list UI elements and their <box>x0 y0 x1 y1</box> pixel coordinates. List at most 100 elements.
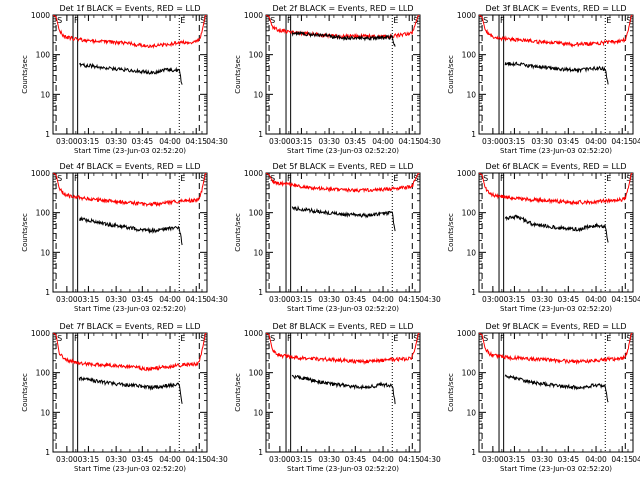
plot-frame <box>478 172 634 293</box>
y-tick-label: 1000 <box>457 329 476 338</box>
x-tick-label: 04:15 <box>185 455 207 464</box>
x-tick-label: 04:15 <box>398 455 420 464</box>
plot-frame <box>52 14 208 135</box>
x-tick-label: 03:15 <box>504 295 526 304</box>
x-tick-label: 04:00 <box>372 295 394 304</box>
x-tick-label: 03:30 <box>318 137 340 146</box>
x-tick-label: 03:30 <box>105 455 127 464</box>
x-tick-label: 03:00 <box>56 295 78 304</box>
chart-title: Det 8f BLACK = Events, RED = LLD <box>272 322 413 331</box>
marker-label: F <box>287 334 292 343</box>
marker-label: E <box>393 334 398 343</box>
x-tick-label: 04:00 <box>372 137 394 146</box>
marker-label: F <box>287 174 292 183</box>
marker-label: E <box>180 174 185 183</box>
series-line-events <box>504 61 609 85</box>
marker-label: S <box>483 16 488 25</box>
x-tick-label: 03:15 <box>78 137 100 146</box>
marker-label: S <box>483 174 488 183</box>
series-line-events <box>79 215 183 246</box>
y-tick-label: 10 <box>466 248 476 257</box>
x-axis-label: Start Time (23-Jun-03 02:52:20) <box>74 147 186 155</box>
y-tick-label: 1 <box>45 448 50 457</box>
marker-label: E <box>180 334 185 343</box>
series-line-lld <box>53 15 207 50</box>
marker-label: F <box>500 16 505 25</box>
x-tick-label: 04:30 <box>632 295 640 304</box>
x-tick-label: 03:00 <box>269 295 291 304</box>
y-tick-label: 100 <box>462 51 477 60</box>
x-tick-label: 04:30 <box>632 137 640 146</box>
marker-label: S <box>57 334 62 343</box>
series-line-events <box>291 30 396 47</box>
series-line-lld <box>479 333 633 366</box>
chart-title: Det 9f BLACK = Events, RED = LLD <box>485 322 626 331</box>
x-tick-label: 04:30 <box>632 455 640 464</box>
y-tick-label: 10 <box>466 90 476 99</box>
x-tick-label: 03:15 <box>291 455 313 464</box>
series-line-events <box>504 374 609 403</box>
x-tick-label: 03:30 <box>531 295 553 304</box>
chart-title: Det 3f BLACK = Events, RED = LLD <box>485 4 626 13</box>
series-line-lld <box>479 15 633 48</box>
chart-panel-6: Det 6f BLACK = Events, RED = LLD 1 10 100 10… <box>447 162 640 313</box>
x-tick-label: 03:45 <box>132 295 154 304</box>
y-axis-label: Counts/sec <box>234 373 242 412</box>
x-tick-label: 04:00 <box>372 455 394 464</box>
chart-title: Det 4f BLACK = Events, RED = LLD <box>59 162 200 171</box>
chart-panel-7: Det 7f BLACK = Events, RED = LLD 1 10 100 10… <box>21 322 228 473</box>
marker-label: F <box>74 16 79 25</box>
y-tick-label: 10 <box>40 248 50 257</box>
marker-label: S <box>626 334 631 343</box>
marker-label: E <box>606 334 611 343</box>
x-tick-label: 04:15 <box>611 455 633 464</box>
x-tick-label: 04:00 <box>585 295 607 304</box>
y-tick-label: 100 <box>249 51 264 60</box>
y-tick-label: 1 <box>258 288 263 297</box>
marker-label: E <box>180 16 185 25</box>
marker-label: S <box>270 174 275 183</box>
y-tick-label: 100 <box>249 369 264 378</box>
x-tick-label: 03:45 <box>132 137 154 146</box>
chart-title: Det 2f BLACK = Events, RED = LLD <box>272 4 413 13</box>
x-tick-label: 03:30 <box>105 295 127 304</box>
series-line-events <box>291 374 396 405</box>
marker-label: F <box>74 174 79 183</box>
chart-panel-3: Det 3f BLACK = Events, RED = LLD 1 10 100 10… <box>447 4 640 155</box>
y-tick-label: 100 <box>249 209 264 218</box>
x-tick-label: 03:00 <box>56 455 78 464</box>
y-tick-label: 1000 <box>244 329 263 338</box>
x-tick-label: 03:15 <box>78 455 100 464</box>
y-axis-label: Counts/sec <box>447 373 455 412</box>
x-axis-label: Start Time (23-Jun-03 02:52:20) <box>287 465 399 473</box>
y-tick-label: 10 <box>466 408 476 417</box>
series-line-events <box>504 214 609 243</box>
y-tick-label: 100 <box>36 369 51 378</box>
x-tick-label: 04:15 <box>611 295 633 304</box>
marker-label: S <box>413 16 418 25</box>
x-tick-label: 04:30 <box>206 295 228 304</box>
plot-frame <box>52 172 208 293</box>
y-tick-label: 1000 <box>457 11 476 20</box>
x-tick-label: 03:45 <box>132 455 154 464</box>
x-tick-label: 03:00 <box>269 137 291 146</box>
y-tick-label: 1 <box>45 288 50 297</box>
marker-label: E <box>393 16 398 25</box>
chart-panel-1: Det 1f BLACK = Events, RED = LLD 1 10 100 10… <box>21 4 228 155</box>
x-tick-label: 03:30 <box>318 455 340 464</box>
x-tick-label: 03:45 <box>345 455 367 464</box>
y-tick-label: 1000 <box>244 169 263 178</box>
x-tick-label: 03:00 <box>482 455 504 464</box>
series-line-lld <box>266 333 420 365</box>
series-line-events <box>79 62 183 85</box>
marker-label: E <box>606 16 611 25</box>
y-tick-label: 100 <box>36 51 51 60</box>
x-tick-label: 03:45 <box>558 295 580 304</box>
y-axis-label: Counts/sec <box>21 373 29 412</box>
y-tick-label: 10 <box>40 90 50 99</box>
x-tick-label: 03:30 <box>105 137 127 146</box>
y-tick-label: 1000 <box>457 169 476 178</box>
marker-label: S <box>200 16 205 25</box>
y-axis-label: Counts/sec <box>21 55 29 94</box>
